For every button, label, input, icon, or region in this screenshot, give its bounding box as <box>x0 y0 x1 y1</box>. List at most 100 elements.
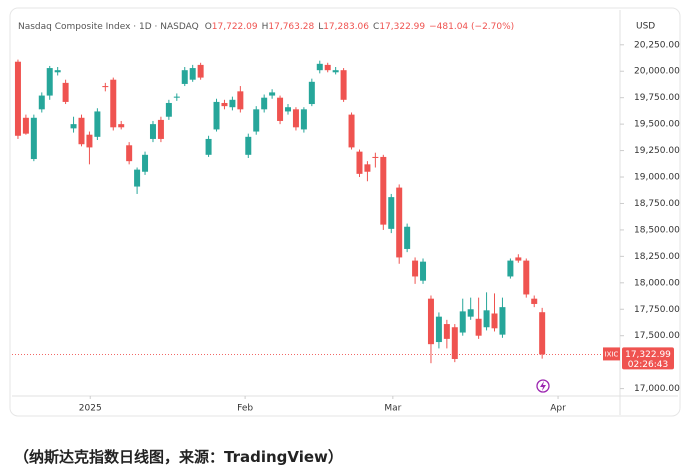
candle-body <box>78 117 85 145</box>
field-value: 17,763.28 <box>268 22 314 32</box>
candle-body <box>412 260 419 277</box>
chart-frame <box>9 7 681 417</box>
countdown: 02:26:43 <box>628 360 668 370</box>
event-bolt <box>540 381 546 391</box>
event-icon[interactable] <box>536 379 550 393</box>
candle-body <box>483 310 490 328</box>
y-tick-label: 18,750.00 <box>634 199 680 209</box>
candle-body <box>507 260 514 277</box>
y-tick-label: 17,750.00 <box>634 305 680 315</box>
candle-body <box>181 70 188 84</box>
ohlc: O17,722.09 H17,763.28 L17,283.06 C17,322.99 <box>205 22 426 32</box>
field-value: 17,283.06 <box>323 22 369 32</box>
y-tick-label: 18,500.00 <box>634 225 680 235</box>
last-price-label: 17,322.99 <box>625 350 671 360</box>
candle-body <box>523 260 530 295</box>
y-tick-label: 18,000.00 <box>634 278 680 288</box>
candle-body <box>427 298 434 345</box>
candle-body <box>237 91 244 110</box>
candle-body <box>22 117 29 134</box>
candle-body <box>110 79 117 128</box>
candle-body <box>332 70 339 73</box>
candle-body <box>459 311 466 333</box>
candle-body <box>229 99 236 108</box>
y-tick-label: 17,500.00 <box>634 331 680 341</box>
candle-body <box>372 156 379 158</box>
candle-body <box>62 82 69 102</box>
candle-body <box>324 64 331 71</box>
candle-body <box>404 226 411 249</box>
candle-body <box>46 68 53 96</box>
candle-body <box>380 156 387 225</box>
candle-body <box>285 107 292 112</box>
candle-body <box>54 70 61 73</box>
caption: （纳斯达克指数日线图，来源：TradingView） <box>14 448 343 466</box>
candle-body <box>420 261 427 281</box>
candle-body <box>30 117 37 160</box>
currency: USD <box>636 22 655 32</box>
candle-body <box>253 109 260 132</box>
y-tick-label: 19,250.00 <box>634 146 680 156</box>
candle-body <box>539 312 546 355</box>
field-label: C <box>373 22 379 32</box>
candle-body <box>316 63 323 71</box>
candle-body <box>134 169 141 187</box>
candle-body <box>189 68 196 80</box>
candle-body <box>531 298 538 304</box>
x-tick-label: Apr <box>550 404 566 414</box>
candle-body <box>157 119 164 139</box>
candle-body <box>38 95 45 110</box>
candle-body <box>94 111 101 137</box>
y-tick-label: 19,750.00 <box>634 93 680 103</box>
candle-body <box>277 97 284 121</box>
candle-body <box>173 96 180 98</box>
candle-body <box>14 61 21 136</box>
candle-body <box>388 197 395 229</box>
candle-body <box>221 102 228 107</box>
field-label: L <box>318 22 323 32</box>
ticker-tag: IXIC <box>605 350 619 358</box>
candle-body <box>261 97 268 110</box>
candle-body <box>356 151 363 174</box>
candle-body <box>70 124 77 129</box>
chart: Nasdaq Composite Index · 1D · NASDAQ O17,… <box>9 7 681 417</box>
candle-body <box>491 313 498 329</box>
header: Nasdaq Composite Index · 1D · NASDAQ O17,… <box>18 22 514 32</box>
ticker-tag-bg <box>603 347 620 361</box>
candle-body <box>142 154 149 172</box>
candle-body <box>126 145 133 162</box>
x-tick-label: Mar <box>384 404 401 414</box>
candle-body <box>269 92 276 96</box>
candle-body <box>213 101 220 130</box>
candle-body <box>205 138 212 155</box>
candle-body <box>364 164 371 172</box>
candle-body <box>348 114 355 148</box>
candle-body <box>467 309 474 317</box>
candle-body <box>396 187 403 258</box>
candle-body <box>149 124 156 139</box>
field-value: 17,322.99 <box>379 22 425 32</box>
candle-body <box>499 307 506 335</box>
candle-body <box>245 136 252 155</box>
candle-body <box>340 70 347 100</box>
y-tick-label: 19,000.00 <box>634 173 680 183</box>
candle-body <box>292 109 299 128</box>
candle-body <box>197 64 204 78</box>
candle-body <box>102 86 109 88</box>
y-tick-label: 17,000.00 <box>634 384 680 394</box>
x-tick-label: 2025 <box>79 404 102 414</box>
candle-body <box>443 324 450 339</box>
field-label: O <box>205 22 212 32</box>
candle-body <box>118 124 125 128</box>
y-tick-label: 18,250.00 <box>634 252 680 262</box>
change: −481.04 (−2.70%) <box>429 22 514 32</box>
y-tick-label: 20,250.00 <box>634 40 680 50</box>
last-price-badge <box>622 347 674 370</box>
candle-body <box>451 327 458 359</box>
y-tick-label: 20,000.00 <box>634 67 680 77</box>
candle-body <box>475 318 482 336</box>
candle-body <box>86 134 93 148</box>
candle-body <box>515 257 522 261</box>
candle-body <box>165 102 172 117</box>
field-label: H <box>262 22 269 32</box>
